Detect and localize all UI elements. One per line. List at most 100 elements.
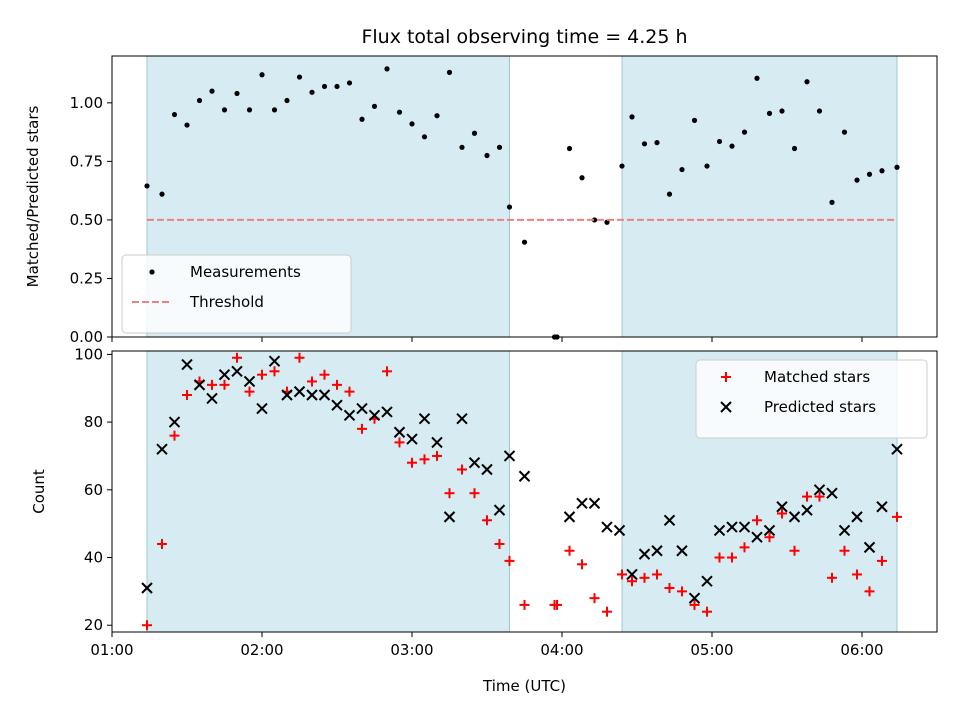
count-axes-frame — [111, 350, 938, 633]
matched-star-point — [892, 511, 902, 522]
x-tick-label: 02:00 — [240, 641, 283, 659]
x-marker-b — [676, 545, 688, 557]
measurement-point — [296, 74, 303, 80]
y-tick-label: 20 — [84, 616, 103, 634]
legend-label: Predicted stars — [764, 398, 876, 416]
matched-star-point — [764, 532, 775, 543]
x-marker-b — [826, 487, 838, 499]
count-legend: Matched stars Predicted stars — [695, 359, 928, 439]
matched-star-point — [739, 542, 750, 553]
matched-star-point — [617, 569, 627, 580]
measurement-point — [309, 89, 315, 95]
predicted-star-point — [663, 514, 676, 526]
predicted-star-point — [493, 504, 506, 516]
x-marker-b — [726, 521, 738, 533]
measurement-point — [741, 129, 748, 135]
x-marker-b — [368, 409, 381, 422]
measurement-point — [629, 114, 635, 120]
count-panel: 20 40 60 80 100 01:00 02:00 03:00 04:00 05:00 06:… — [30, 345, 938, 695]
measurement-point — [894, 164, 900, 170]
measurement-point — [754, 75, 760, 81]
matched-star-point — [602, 606, 612, 617]
observing-window-2 — [622, 56, 897, 337]
predicted-star-point — [651, 545, 663, 557]
matched-star-point — [589, 593, 600, 604]
legend-label: Matched stars — [764, 368, 870, 386]
matched-star-point — [407, 457, 417, 468]
predicted-star-point — [243, 375, 256, 388]
y-tick-label: 0.50 — [70, 211, 103, 229]
measurement-point — [471, 130, 478, 136]
x-marker-b — [863, 541, 876, 554]
x-tick-label: 05:00 — [690, 641, 733, 659]
x-marker-b — [651, 545, 663, 557]
measurement-point — [396, 109, 403, 115]
x-marker-b — [713, 524, 726, 537]
ratio-panel: 0.00 0.25 0.50 0.75 1.00 Flux total observin… — [24, 26, 938, 346]
predicted-star-point — [876, 501, 888, 513]
matched-star-point — [789, 545, 800, 556]
measurement-point — [196, 97, 203, 104]
matched-star-point — [627, 576, 637, 587]
predicted-star-point — [503, 450, 516, 462]
predicted-star-point — [393, 426, 406, 438]
x-tick-label: 01:00 — [90, 641, 133, 659]
x-marker-b — [720, 401, 732, 413]
measurement-point — [854, 177, 860, 183]
matched-star-point — [257, 369, 267, 380]
predicted-star-point — [763, 524, 776, 537]
x-marker-b — [356, 402, 368, 415]
predicted-star-point — [418, 413, 431, 425]
x-marker-b — [281, 389, 293, 401]
predicted-star-point — [701, 575, 713, 587]
measurement-point — [816, 108, 823, 114]
matched-star-point — [207, 379, 217, 390]
ratio-axes-frame — [111, 55, 938, 338]
predicted-star-point — [738, 521, 751, 533]
matched-star-point — [394, 437, 405, 448]
x-marker-b — [181, 358, 193, 371]
matched-star-point — [839, 545, 850, 556]
predicted-star-point — [231, 365, 243, 378]
legend-label: Threshold — [189, 293, 264, 311]
measurement-point — [246, 107, 253, 113]
x-marker-b — [293, 385, 306, 398]
predicted-star-point — [613, 524, 626, 537]
matched-star-point — [482, 515, 492, 526]
measurement-point — [459, 144, 465, 150]
predicted-star-point — [406, 433, 418, 445]
x-marker-b — [393, 426, 406, 438]
measurement-point — [766, 110, 773, 116]
x-marker-b — [638, 548, 651, 560]
matched-star-point — [552, 599, 562, 610]
x-axis-label: Time (UTC) — [482, 677, 566, 695]
predicted-star-point — [456, 413, 468, 425]
x-marker-b — [563, 511, 576, 523]
measurement-point — [829, 199, 835, 205]
measurement-point — [144, 183, 150, 189]
measurement-point — [804, 79, 810, 85]
predicted-star-point — [891, 443, 903, 455]
y-tick-label: 0.75 — [70, 152, 103, 170]
predicted-star-point — [181, 358, 193, 371]
x-marker-b — [838, 524, 851, 537]
x-marker-b — [141, 582, 153, 594]
measurement-point — [346, 80, 353, 86]
measurement-point — [604, 219, 610, 225]
measurement-point — [421, 134, 428, 140]
x-marker-b — [751, 531, 763, 543]
x-marker-b — [406, 433, 418, 445]
matched-star-point — [802, 491, 812, 502]
predicted-star-point — [218, 368, 231, 381]
legend-box — [695, 359, 928, 439]
x-marker-b — [576, 497, 588, 510]
predicted-star-point — [813, 484, 826, 496]
predicted-star-point — [851, 511, 863, 523]
matched-star-point — [269, 366, 280, 377]
predicted-star-point — [626, 568, 638, 581]
predicted-star-point — [481, 463, 493, 476]
measurement-point — [654, 140, 660, 146]
x-marker-b — [493, 504, 506, 516]
ratio-legend: Measurements Threshold — [121, 254, 352, 334]
